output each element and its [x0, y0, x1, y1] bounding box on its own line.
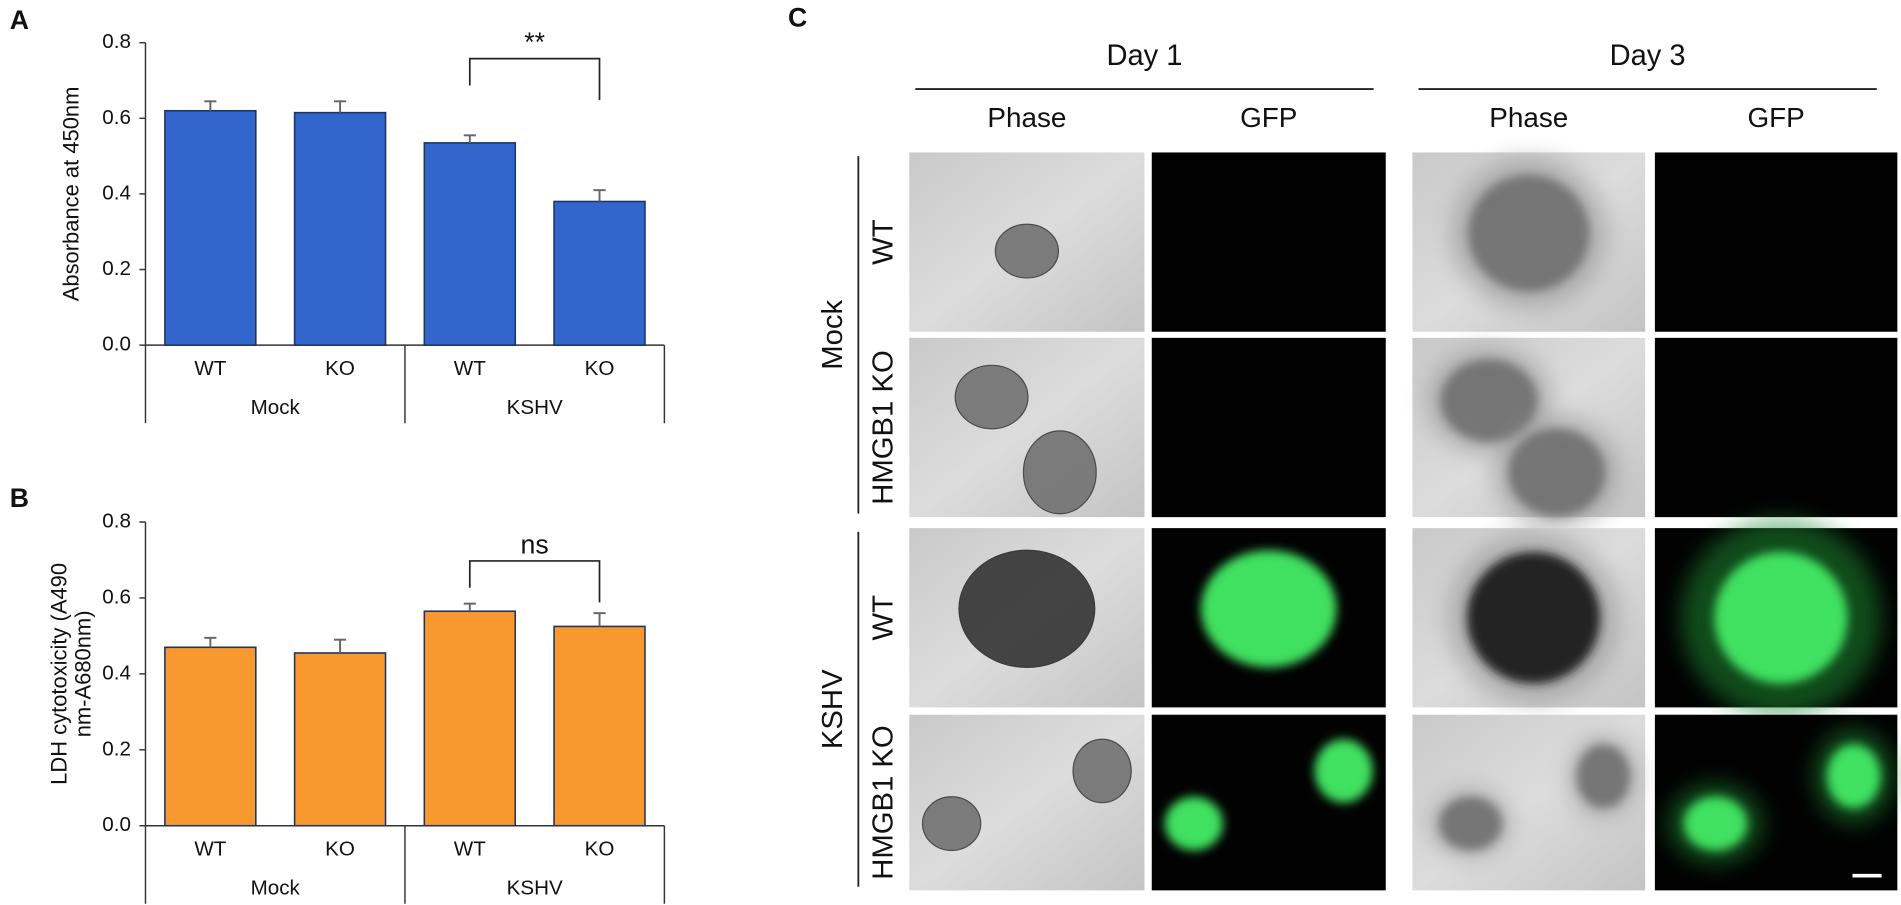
error-bar [593, 189, 606, 202]
spheroid [1022, 430, 1097, 515]
bar [553, 625, 646, 827]
spheroid [1576, 744, 1630, 808]
gfp-image [1151, 152, 1386, 332]
row-label: WT [868, 219, 900, 265]
error-bar [463, 602, 476, 612]
gfp-spheroid [1200, 550, 1337, 668]
phase-image [1412, 714, 1646, 891]
row-label: WT [868, 595, 900, 641]
error-bar [593, 612, 606, 627]
image-background [1151, 152, 1386, 332]
phase-image [909, 528, 1145, 708]
image-background [1654, 152, 1898, 332]
significance-label: ns [521, 529, 549, 559]
x-tick-label: WT [454, 357, 486, 380]
image-background [1151, 337, 1386, 518]
x-tick-label: WT [194, 357, 226, 380]
spheroid [1440, 359, 1538, 443]
row-label: HMGB1 KO [868, 350, 900, 504]
x-tick-label: WT [454, 838, 486, 861]
x-tick-label: KO [585, 357, 615, 380]
y-axis-title: nm-A680nm) [71, 610, 96, 737]
error-bar [334, 100, 347, 113]
phase-image [909, 152, 1145, 332]
group-label: Mock [251, 877, 301, 900]
error-bar [204, 636, 217, 648]
spheroid [1508, 428, 1606, 517]
gfp-image [1151, 714, 1386, 891]
spheroid [1468, 174, 1590, 292]
image-background [1654, 337, 1898, 518]
column-title: Phase [987, 102, 1066, 133]
column-title: GFP [1747, 102, 1804, 133]
gfp-spheroid [1314, 739, 1373, 803]
day-title: Day 3 [1610, 40, 1686, 72]
error-bar [204, 100, 217, 111]
x-tick-label: KO [325, 357, 355, 380]
group-label: Mock [817, 299, 849, 369]
error-bar [463, 134, 476, 143]
bar [423, 610, 517, 827]
gfp-spheroid [1164, 796, 1223, 851]
gfp-image [1654, 337, 1898, 518]
group-label: Mock [251, 396, 301, 419]
gfp-image [1654, 714, 1898, 891]
y-axis-title: LDH cytotoxicity (A490 [46, 563, 71, 785]
bar [553, 200, 646, 346]
phase-image [1412, 152, 1646, 332]
gfp-spheroid [1827, 744, 1881, 808]
phase-image [909, 714, 1145, 891]
bar [423, 142, 517, 346]
spheroid [1439, 796, 1503, 851]
column-title: GFP [1240, 102, 1297, 133]
y-axis-title: Absorbance at 450nm [59, 87, 84, 302]
x-tick-label: WT [194, 838, 226, 861]
y-tick-label: 0.6 [102, 585, 131, 608]
phase-image [1412, 528, 1646, 708]
y-tick-label: 0.8 [102, 509, 131, 532]
y-tick-label: 0.6 [102, 106, 131, 129]
spheroid [1466, 551, 1601, 684]
spheroid [954, 364, 1029, 430]
gfp-spheroid [1714, 551, 1848, 684]
y-tick-label: 0.2 [102, 737, 131, 760]
phase-image [909, 337, 1145, 518]
x-tick-label: KO [325, 838, 355, 861]
phase-image [1412, 337, 1646, 530]
panel-label: B [10, 483, 29, 513]
bar [164, 646, 257, 827]
y-tick-label: 0.0 [102, 333, 131, 356]
gfp-image [1151, 337, 1386, 518]
bar [293, 111, 387, 346]
spheroid [1072, 738, 1132, 804]
group-label: KSHV [507, 396, 563, 419]
group-label: KSHV [817, 669, 849, 749]
y-tick-label: 0.0 [102, 813, 131, 836]
significance-label: ** [524, 27, 545, 57]
day-title: Day 1 [1106, 40, 1182, 72]
x-tick-label: KO [585, 838, 615, 861]
gfp-spheroid [1683, 796, 1748, 851]
spheroid [921, 796, 982, 852]
y-tick-label: 0.4 [102, 661, 131, 684]
error-bar [334, 638, 347, 653]
bar [164, 109, 257, 346]
panel-label: A [10, 5, 29, 35]
y-tick-label: 0.4 [102, 181, 131, 204]
gfp-image [1654, 152, 1898, 332]
y-tick-label: 0.2 [102, 257, 131, 280]
y-tick-label: 0.8 [102, 30, 131, 53]
row-label: HMGB1 KO [868, 725, 900, 879]
bar [293, 652, 387, 827]
spheroid [994, 223, 1060, 279]
gfp-image [1151, 528, 1386, 708]
gfp-image [1654, 518, 1898, 717]
group-label: KSHV [507, 877, 563, 900]
significance-bracket [468, 57, 601, 101]
spheroid [958, 549, 1096, 668]
significance-bracket [468, 560, 601, 603]
column-title: Phase [1489, 102, 1568, 133]
panel-label: C [788, 3, 807, 33]
